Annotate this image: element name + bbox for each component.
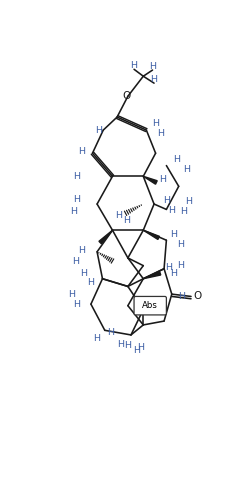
Text: H: H <box>151 120 158 128</box>
Text: H: H <box>137 343 144 352</box>
Text: H: H <box>116 340 123 349</box>
Polygon shape <box>98 230 112 244</box>
Text: O: O <box>192 291 200 301</box>
Polygon shape <box>143 176 156 184</box>
Text: H: H <box>133 346 140 355</box>
Text: H: H <box>72 256 79 265</box>
Text: H: H <box>176 240 183 248</box>
Text: H: H <box>164 263 172 272</box>
Text: H: H <box>184 197 191 206</box>
Text: H: H <box>182 165 189 174</box>
Text: H: H <box>73 195 80 204</box>
Text: H: H <box>150 75 157 84</box>
Text: H: H <box>168 206 174 215</box>
Text: H: H <box>179 207 186 216</box>
Text: H: H <box>122 216 129 225</box>
Text: H: H <box>170 269 177 278</box>
Text: H: H <box>95 125 102 135</box>
Text: H: H <box>73 300 80 309</box>
Text: H: H <box>73 172 80 181</box>
Text: H: H <box>172 155 179 164</box>
Text: H: H <box>162 197 169 206</box>
Text: H: H <box>148 62 155 71</box>
FancyBboxPatch shape <box>134 296 166 315</box>
Text: H: H <box>170 230 177 239</box>
Text: H: H <box>70 207 77 216</box>
Text: H: H <box>93 333 100 342</box>
Text: O: O <box>122 91 130 101</box>
Polygon shape <box>143 230 159 240</box>
Text: H: H <box>115 211 122 220</box>
Text: H: H <box>124 341 131 350</box>
Text: H: H <box>130 61 137 70</box>
Text: H: H <box>78 246 85 255</box>
Text: H: H <box>158 175 165 184</box>
Text: H: H <box>87 278 94 287</box>
Text: H: H <box>176 261 183 270</box>
Polygon shape <box>143 272 160 279</box>
Text: H: H <box>106 328 113 337</box>
Text: Abs: Abs <box>142 301 158 310</box>
Text: H: H <box>78 147 85 156</box>
Text: H: H <box>177 292 185 301</box>
Text: H: H <box>79 269 86 278</box>
Text: H: H <box>68 289 75 299</box>
Text: H: H <box>156 129 163 138</box>
